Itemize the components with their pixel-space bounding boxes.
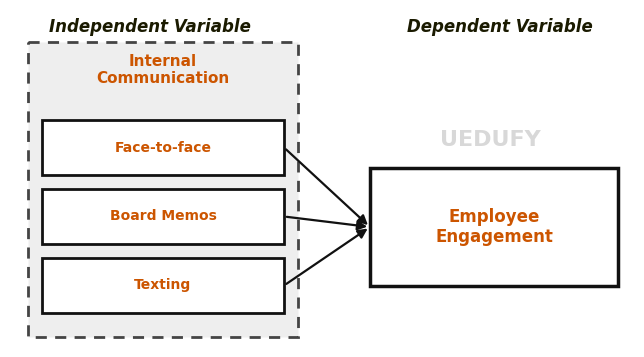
Text: Internal
Communication: Internal Communication (97, 54, 230, 86)
Text: Face-to-face: Face-to-face (115, 141, 211, 155)
Bar (28, 42, 298, 337)
Text: UEDUFY: UEDUFY (440, 130, 540, 150)
Bar (42, 120, 284, 175)
Text: Dependent Variable: Dependent Variable (407, 18, 593, 36)
Text: Texting: Texting (135, 278, 192, 292)
Text: Board Memos: Board Memos (109, 210, 216, 223)
Bar (42, 258, 284, 313)
Bar (42, 189, 284, 244)
Bar (370, 168, 618, 286)
Text: Independent Variable: Independent Variable (49, 18, 251, 36)
Text: Employee
Engagement: Employee Engagement (435, 208, 553, 246)
